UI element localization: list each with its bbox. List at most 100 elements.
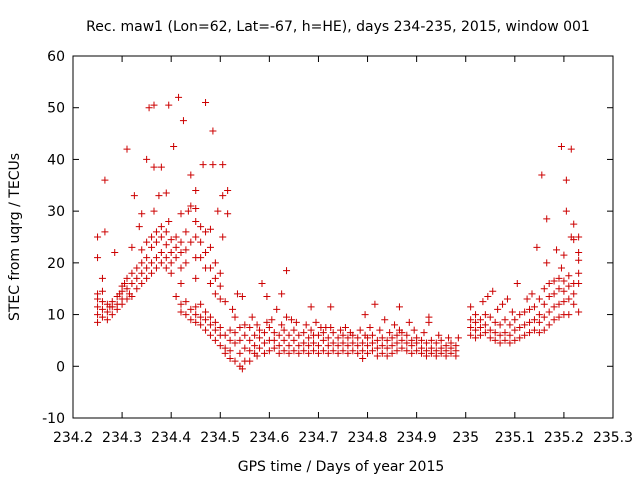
data-point bbox=[319, 347, 327, 355]
data-point bbox=[202, 326, 210, 334]
data-point bbox=[135, 223, 143, 231]
data-point bbox=[327, 303, 335, 311]
data-point bbox=[145, 104, 153, 112]
data-point bbox=[307, 326, 315, 334]
x-tick-label: 234.6 bbox=[249, 430, 289, 446]
data-point bbox=[393, 331, 401, 339]
data-point bbox=[359, 355, 367, 363]
data-point bbox=[359, 339, 367, 347]
data-point bbox=[489, 287, 497, 295]
data-point bbox=[526, 329, 534, 337]
data-point bbox=[108, 311, 116, 319]
y-axis-ticks: -10 0 10 20 30 40 50 60 bbox=[42, 49, 613, 427]
data-point bbox=[192, 311, 200, 319]
data-point bbox=[543, 259, 551, 267]
data-point bbox=[575, 280, 583, 288]
data-point bbox=[312, 318, 320, 326]
data-point bbox=[162, 228, 170, 236]
y-tick-label: 60 bbox=[47, 49, 65, 65]
data-point bbox=[339, 347, 347, 355]
chart-title: Rec. maw1 (Lon=62, Lat=-67, h=HE), days … bbox=[86, 19, 590, 35]
data-point bbox=[138, 246, 146, 254]
y-tick-label: 10 bbox=[47, 308, 65, 324]
data-point bbox=[231, 313, 239, 321]
data-point bbox=[224, 186, 232, 194]
x-axis-label: GPS time / Days of year 2015 bbox=[238, 459, 445, 475]
data-point bbox=[233, 290, 241, 298]
data-point bbox=[211, 274, 219, 282]
data-point bbox=[175, 93, 183, 101]
data-point bbox=[128, 269, 136, 277]
data-point bbox=[182, 259, 190, 267]
data-point bbox=[395, 303, 403, 311]
data-point bbox=[98, 287, 106, 295]
data-point bbox=[165, 101, 173, 109]
data-point bbox=[202, 228, 210, 236]
data-point bbox=[354, 334, 362, 342]
data-point bbox=[192, 217, 200, 225]
data-point bbox=[445, 334, 453, 342]
data-point bbox=[329, 347, 337, 355]
data-point bbox=[275, 342, 283, 350]
data-point bbox=[422, 347, 430, 355]
data-point bbox=[575, 233, 583, 241]
data-point bbox=[484, 292, 492, 300]
data-point bbox=[526, 318, 534, 326]
data-point bbox=[378, 349, 386, 357]
data-point bbox=[349, 339, 357, 347]
data-point bbox=[94, 254, 102, 262]
data-point bbox=[221, 298, 229, 306]
data-point bbox=[467, 316, 475, 324]
data-point bbox=[162, 264, 170, 272]
data-point bbox=[476, 331, 484, 339]
data-point bbox=[437, 336, 445, 344]
data-point bbox=[187, 202, 195, 210]
data-point bbox=[305, 334, 313, 342]
data-point bbox=[157, 259, 165, 267]
data-point bbox=[214, 207, 222, 215]
data-point bbox=[472, 334, 480, 342]
data-point bbox=[150, 163, 158, 171]
x-tick-label: 234.9 bbox=[397, 430, 437, 446]
data-point bbox=[560, 287, 568, 295]
data-point bbox=[221, 344, 229, 352]
data-point bbox=[349, 331, 357, 339]
data-point bbox=[496, 339, 504, 347]
data-point bbox=[162, 241, 170, 249]
data-point bbox=[202, 316, 210, 324]
data-point bbox=[219, 192, 227, 200]
data-point bbox=[521, 321, 529, 329]
data-point bbox=[364, 342, 372, 350]
data-point bbox=[386, 329, 394, 337]
data-point bbox=[535, 318, 543, 326]
data-point bbox=[278, 321, 286, 329]
data-point bbox=[94, 311, 102, 319]
data-point bbox=[150, 101, 158, 109]
data-point bbox=[388, 349, 396, 357]
data-point bbox=[555, 285, 563, 293]
data-point bbox=[300, 339, 308, 347]
data-point bbox=[246, 347, 254, 355]
data-point bbox=[148, 269, 156, 277]
data-point bbox=[253, 352, 261, 360]
data-point bbox=[197, 254, 205, 262]
data-point bbox=[275, 331, 283, 339]
data-point bbox=[123, 274, 131, 282]
data-point bbox=[290, 347, 298, 355]
data-point bbox=[138, 259, 146, 267]
data-point bbox=[501, 316, 509, 324]
data-point bbox=[236, 324, 244, 331]
data-point bbox=[523, 295, 531, 303]
data-point bbox=[226, 336, 234, 344]
data-point bbox=[231, 357, 239, 365]
data-point bbox=[177, 300, 185, 308]
data-point bbox=[327, 324, 335, 331]
data-point bbox=[192, 233, 200, 241]
data-point bbox=[143, 264, 151, 272]
data-point bbox=[481, 321, 489, 329]
data-point bbox=[383, 336, 391, 344]
data-point bbox=[575, 269, 583, 277]
data-point bbox=[560, 277, 568, 285]
data-point bbox=[570, 220, 578, 228]
data-point bbox=[268, 316, 276, 324]
